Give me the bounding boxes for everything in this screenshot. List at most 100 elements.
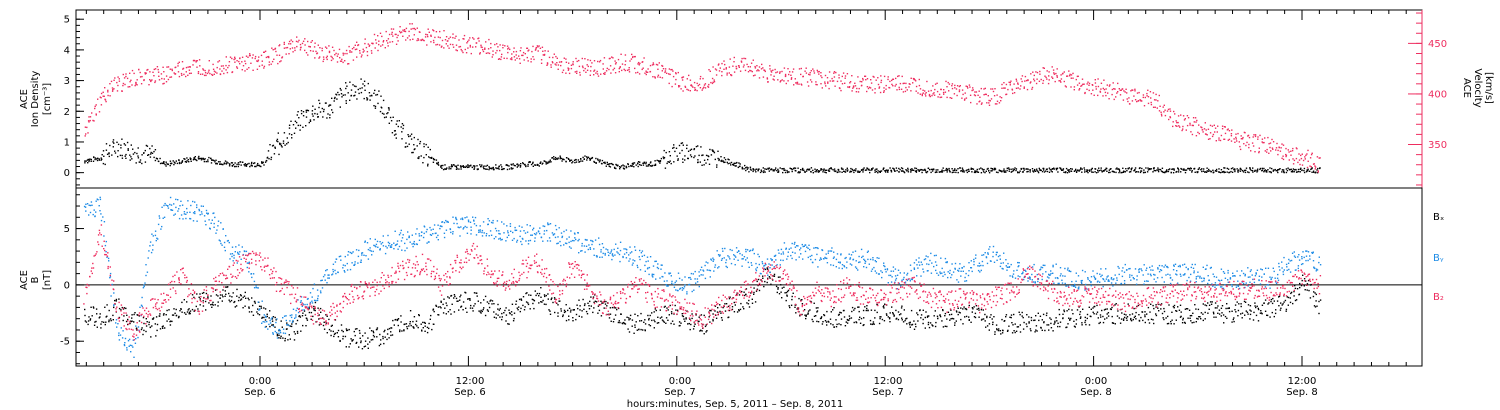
plasma-point <box>100 159 102 161</box>
b-field-point <box>764 268 767 271</box>
plasma-point <box>610 72 612 74</box>
plasma-point <box>349 99 351 101</box>
plasma-point <box>682 144 684 146</box>
plasma-point <box>914 170 917 172</box>
b-field-point <box>1044 329 1046 332</box>
plasma-point <box>532 165 534 167</box>
plasma-point <box>1061 169 1063 171</box>
plasma-point <box>1258 147 1260 149</box>
b-field-point <box>572 317 574 319</box>
plasma-point <box>1195 121 1197 123</box>
plasma-point <box>113 79 115 81</box>
plasma-point <box>1285 154 1288 157</box>
b-field-point <box>428 322 430 325</box>
plasma-point <box>1014 167 1016 169</box>
plasma-point <box>1130 169 1133 171</box>
b-field-point <box>243 295 246 297</box>
plasma-point <box>631 53 633 56</box>
b-field-point <box>191 308 194 311</box>
b-field-point <box>532 302 534 305</box>
plasma-point <box>540 59 543 61</box>
plasma-point <box>797 167 799 169</box>
plasma-point <box>648 163 650 166</box>
plasma-point <box>880 79 883 82</box>
plasma-point <box>511 53 513 55</box>
b-field-point <box>181 311 183 313</box>
b-field-point <box>927 323 930 326</box>
b-field-point <box>1050 327 1053 329</box>
plasma-point <box>821 168 823 171</box>
b-field-point <box>459 299 461 301</box>
plasma-point <box>1150 168 1152 170</box>
plasma-point <box>1252 171 1254 173</box>
b-field-point <box>336 332 338 334</box>
plasma-point <box>834 85 836 87</box>
plasma-point <box>1115 168 1117 170</box>
plasma-point <box>702 154 704 156</box>
plasma-point <box>758 66 761 68</box>
b-field-point <box>376 336 378 338</box>
b-field-point <box>450 294 453 297</box>
plasma-point <box>983 168 985 171</box>
b-field-point <box>360 341 362 344</box>
plasma-point <box>484 47 486 49</box>
b-field-point <box>141 327 143 329</box>
plasma-point <box>857 76 859 78</box>
plasma-point <box>380 45 382 47</box>
plasma-point <box>466 42 468 44</box>
plasma-point <box>1075 168 1077 171</box>
plasma-point <box>1157 167 1159 169</box>
b-field-point <box>1141 311 1143 313</box>
plasma-point <box>511 57 513 59</box>
plasma-point <box>308 121 310 124</box>
plasma-point <box>761 170 763 173</box>
plasma-point <box>857 171 859 173</box>
b-field-point <box>159 313 161 315</box>
b-field-point <box>105 321 107 323</box>
plasma-point <box>874 171 876 173</box>
b-field-point <box>221 300 223 302</box>
plasma-point <box>276 140 278 142</box>
plasma-point <box>824 74 827 77</box>
plasma-point <box>515 54 517 56</box>
plasma-point <box>428 31 430 33</box>
b-field-point <box>193 296 195 299</box>
plasma-point <box>783 167 785 170</box>
plasma-point <box>1010 80 1012 82</box>
b-field-point <box>310 318 312 320</box>
plasma-point <box>1226 171 1228 173</box>
plasma-point <box>1271 147 1274 149</box>
b-field-point <box>898 314 901 316</box>
b-field-point <box>897 318 900 321</box>
plasma-point <box>988 104 991 106</box>
b-field-point <box>846 322 849 324</box>
b-field-point <box>1074 326 1076 328</box>
plasma-point <box>818 171 820 173</box>
plasma-point <box>304 49 306 52</box>
plasma-point <box>138 68 140 71</box>
plasma-point <box>779 72 781 74</box>
b-field-point <box>469 298 471 300</box>
plasma-point <box>833 72 835 74</box>
plasma-point <box>1156 169 1158 171</box>
plasma-point <box>87 162 89 164</box>
b-field-point <box>952 318 955 320</box>
plasma-point <box>291 134 293 136</box>
plasma-point <box>621 63 624 65</box>
plasma-point <box>586 157 589 159</box>
b-field-point <box>603 307 605 309</box>
plasma-point <box>658 160 660 163</box>
plasma-point <box>271 60 274 63</box>
plasma-point <box>795 170 797 172</box>
b-field-point <box>681 315 684 317</box>
plasma-point <box>299 129 301 131</box>
b-field-point <box>1112 322 1115 324</box>
plasma-point <box>1203 128 1206 130</box>
plasma-point <box>193 59 196 62</box>
b-field-point <box>1173 323 1175 325</box>
b-field-point <box>260 305 262 308</box>
plasma-point <box>373 33 376 36</box>
plasma-point <box>971 168 974 170</box>
plasma-point <box>395 43 398 45</box>
plasma-point <box>756 70 758 72</box>
